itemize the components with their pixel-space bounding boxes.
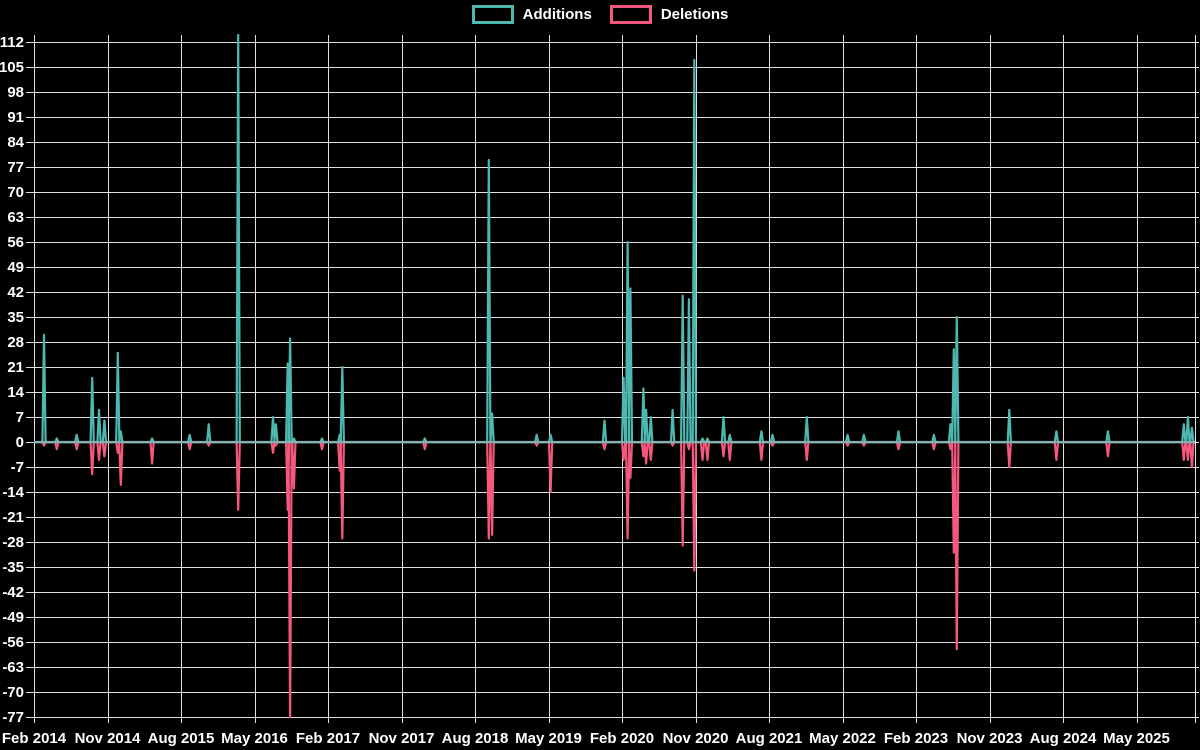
y-tick-label: -42: [2, 584, 24, 601]
x-tick-label: Feb 2017: [296, 730, 360, 747]
x-tick-label: May 2019: [515, 730, 582, 747]
y-gridlines: [26, 42, 1199, 718]
y-tick-label: 7: [16, 409, 24, 426]
y-tick-label: 84: [7, 134, 24, 151]
y-tick-label: 77: [7, 159, 24, 176]
y-tick-label: -21: [2, 509, 24, 526]
deletions-swatch-icon: [609, 5, 652, 24]
x-tick-label: Aug 2018: [442, 730, 509, 747]
legend-item-additions[interactable]: Additions: [471, 5, 592, 24]
y-tick-label: -14: [2, 484, 24, 501]
y-tick-label: 42: [7, 284, 24, 301]
chart-legend: Additions Deletions: [0, 5, 1200, 24]
legend-item-deletions[interactable]: Deletions: [609, 5, 729, 24]
y-tick-label: -77: [2, 709, 24, 726]
y-axis-labels: 1121059891847770635649423528211470-7-14-…: [0, 34, 25, 726]
x-tick-label: Aug 2015: [148, 730, 215, 747]
y-tick-label: 35: [7, 309, 24, 326]
x-tick-label: Feb 2023: [884, 730, 948, 747]
y-tick-label: 112: [0, 34, 24, 51]
y-tick-label: 70: [7, 184, 24, 201]
y-tick-label: 63: [7, 209, 24, 226]
additions-legend-label: Additions: [522, 6, 592, 23]
x-tick-label: Nov 2017: [369, 730, 435, 747]
x-tick-label: Feb 2014: [2, 730, 67, 747]
x-tick-label: May 2022: [809, 730, 876, 747]
y-tick-label: -49: [2, 609, 24, 626]
y-tick-label: -7: [11, 459, 24, 476]
y-tick-label: 14: [7, 384, 24, 401]
deletions-legend-label: Deletions: [660, 6, 729, 23]
additions-line: [33, 33, 1195, 444]
x-tick-label: Nov 2023: [957, 730, 1023, 747]
x-gridlines: [34, 35, 1196, 723]
y-tick-label: -35: [2, 559, 24, 576]
x-tick-label: May 2016: [221, 730, 288, 747]
y-tick-label: 56: [7, 234, 24, 251]
y-tick-label: 28: [7, 334, 24, 351]
y-tick-label: -28: [2, 534, 24, 551]
x-axis-labels: Feb 2014 Nov 2014 Aug 2015 May 2016 Feb 2017…: [2, 730, 1170, 747]
y-tick-label: 105: [0, 59, 24, 76]
y-tick-label: -56: [2, 634, 24, 651]
additions-swatch-icon: [471, 5, 514, 24]
x-tick-label: Nov 2020: [663, 730, 729, 747]
x-tick-label: Feb 2020: [590, 730, 654, 747]
y-tick-label: 0: [16, 434, 24, 451]
y-tick-label: -70: [2, 684, 24, 701]
y-tick-label: 49: [7, 259, 24, 276]
y-tick-label: 91: [7, 109, 24, 126]
x-tick-label: May 2025: [1103, 730, 1170, 747]
y-tick-label: 98: [7, 84, 24, 101]
y-tick-label: 21: [7, 359, 24, 376]
x-tick-label: Aug 2024: [1030, 730, 1097, 747]
x-tick-label: Aug 2021: [736, 730, 803, 747]
x-tick-label: Nov 2014: [75, 730, 142, 747]
deletions-line: [33, 440, 1195, 719]
y-tick-label: -63: [2, 659, 24, 676]
